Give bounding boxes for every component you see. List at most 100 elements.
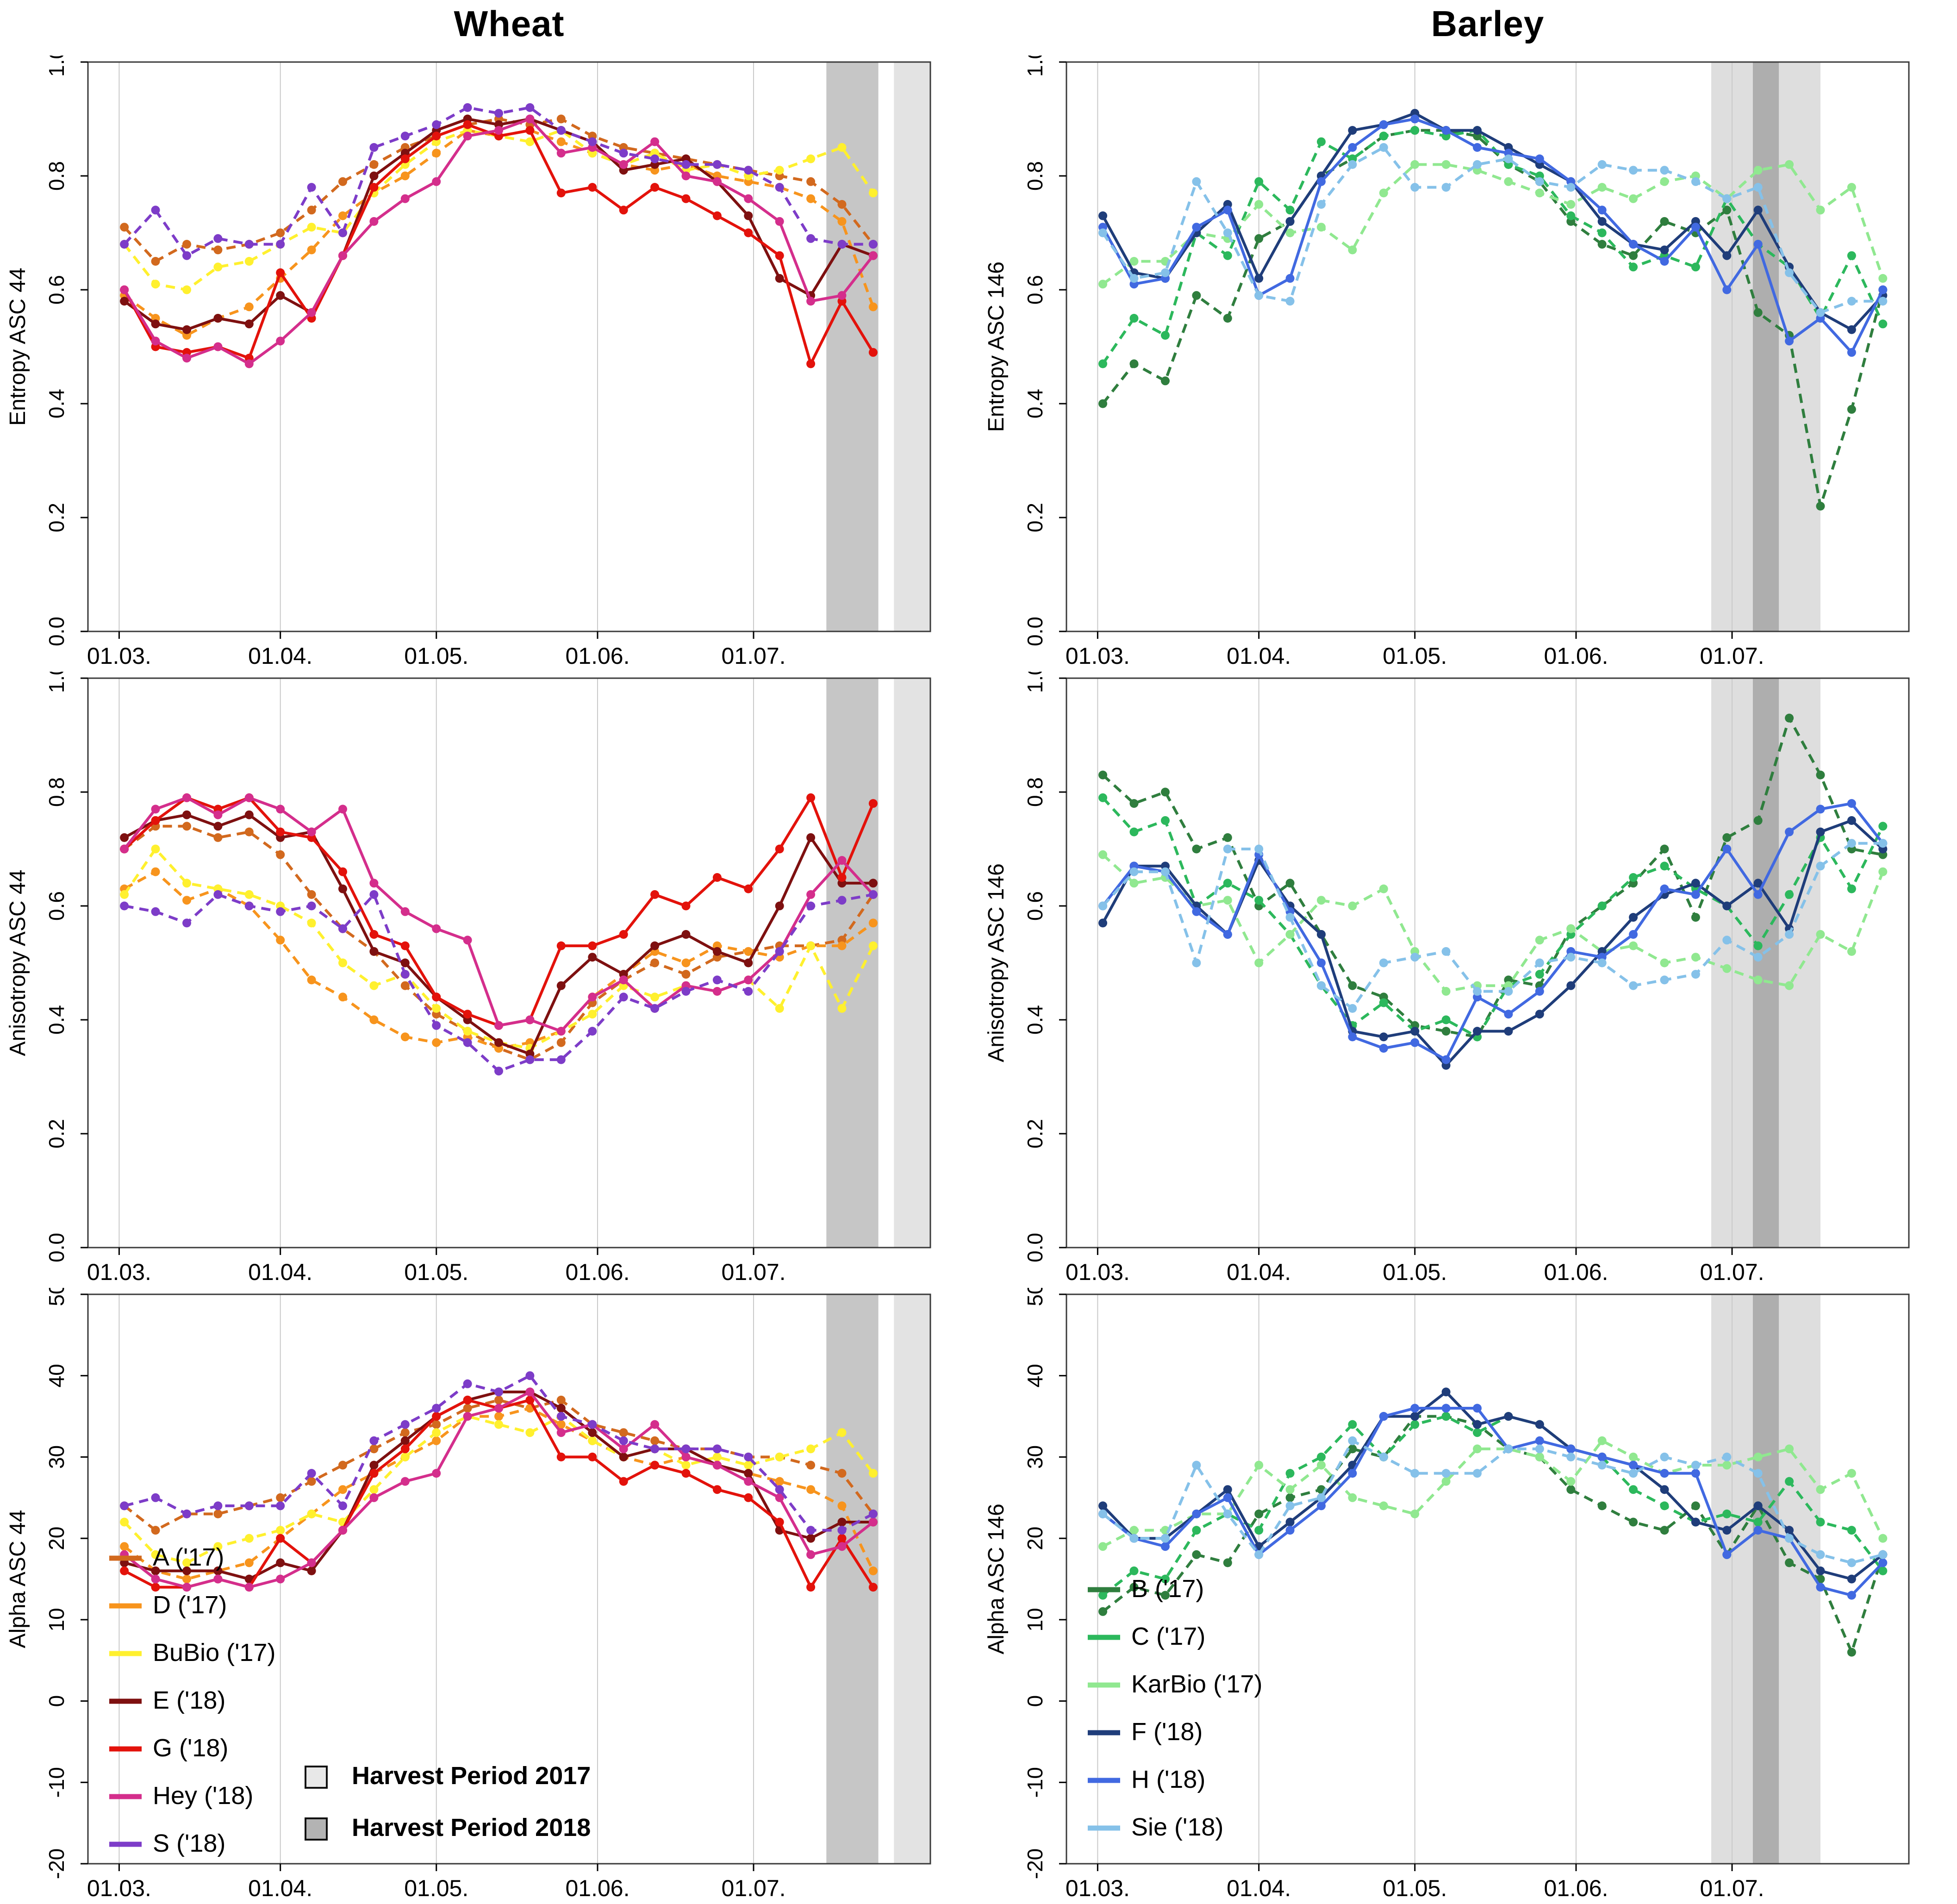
data-point [307,1509,316,1518]
data-point [1379,1452,1388,1461]
data-point [1660,1452,1669,1461]
data-point [400,1420,410,1429]
data-point [213,245,223,255]
legend-label: S ('18) [153,1829,225,1857]
data-point [400,970,410,979]
data-point [650,941,660,950]
data-point [244,1558,254,1567]
data-point [650,958,660,968]
y-tick-label: -10 [44,1767,69,1798]
barley-entropy-ylabel: Entropy ASC 146 [984,262,1009,432]
data-point [619,160,628,169]
data-point [588,993,597,1002]
data-point [1285,1526,1295,1535]
plot-border [1066,1293,1910,1865]
wheat-anisotropy-series-E ('18) [120,810,878,1059]
data-point [369,1461,379,1470]
data-point [1878,297,1888,306]
data-point [1566,1452,1576,1461]
data-point [1785,1534,1794,1543]
data-point [1348,245,1357,255]
data-point [775,947,784,956]
data-point [868,799,878,808]
series-line [1102,1439,1883,1565]
data-point [1878,285,1888,294]
data-point [556,137,566,146]
data-point [369,160,379,169]
data-point [244,810,254,819]
data-point [619,975,628,985]
data-point [1285,274,1295,283]
data-point [1878,274,1888,283]
barley-anisotropy-series-Sie ('18) [1098,839,1888,1013]
data-point [1473,143,1482,152]
data-point [1847,884,1856,893]
data-point [712,1452,722,1461]
data-point [775,844,784,854]
data-point [619,930,628,939]
data-point [1722,1526,1732,1535]
legend-label: Sie ('18) [1131,1813,1223,1841]
data-point [307,1558,316,1567]
data-point [744,194,753,203]
data-point [307,1477,316,1486]
data-point [1660,217,1669,226]
data-point [1753,953,1763,962]
data-point [588,1428,597,1437]
data-point [182,285,191,294]
data-point [1847,1526,1856,1535]
data-point [369,879,379,888]
data-point [1379,143,1388,152]
wheat-alpha-series-D ('17) [120,1404,878,1584]
wheat-entropy-series-Hey ('18) [120,114,878,368]
data-point [1192,291,1201,300]
data-point [1660,1485,1669,1494]
data-point [432,1021,441,1030]
data-point [806,890,816,899]
data-point [307,183,316,192]
data-point [744,228,753,237]
data-point [1660,861,1669,871]
data-point [837,1004,847,1013]
legend-label: Hey ('18) [153,1782,253,1810]
data-point [1629,262,1638,272]
data-point [1223,896,1232,905]
series-line [1102,802,1884,1062]
data-point [806,1534,816,1543]
data-point [1098,359,1108,368]
data-point [837,143,847,152]
data-point [1129,879,1139,888]
data-point [182,240,191,249]
data-point [837,291,847,300]
data-point [1223,206,1232,215]
x-tick-label: 01.06. [565,1259,629,1285]
data-point [712,975,722,985]
data-point [806,1550,816,1559]
data-point [681,930,691,939]
data-point [276,1534,285,1543]
data-point [525,1371,535,1380]
data-point [1504,154,1513,163]
data-point [650,890,660,899]
data-point [806,793,816,802]
data-point [307,206,316,215]
legend-label: E ('18) [153,1686,225,1714]
data-point [182,822,191,831]
data-point [619,1428,628,1437]
series-line [1102,129,1884,365]
plot-border [87,61,931,632]
y-tick-label: 0.6 [44,891,69,921]
data-point [806,1444,816,1454]
data-point [1285,217,1295,226]
data-point [1317,930,1326,939]
legend-label: H ('18) [1131,1766,1205,1793]
data-point [1597,240,1607,249]
data-point [400,907,410,916]
barley-entropy-series-H ('18) [1098,114,1888,357]
wheat-column-title: Wheat [454,3,565,44]
data-point [1597,217,1607,226]
wheat-anisotropy-ylabel: Anisotropy ASC 44 [6,870,30,1056]
data-point [806,833,816,842]
data-point [1098,901,1108,911]
x-tick-label: 01.07. [722,1259,786,1285]
